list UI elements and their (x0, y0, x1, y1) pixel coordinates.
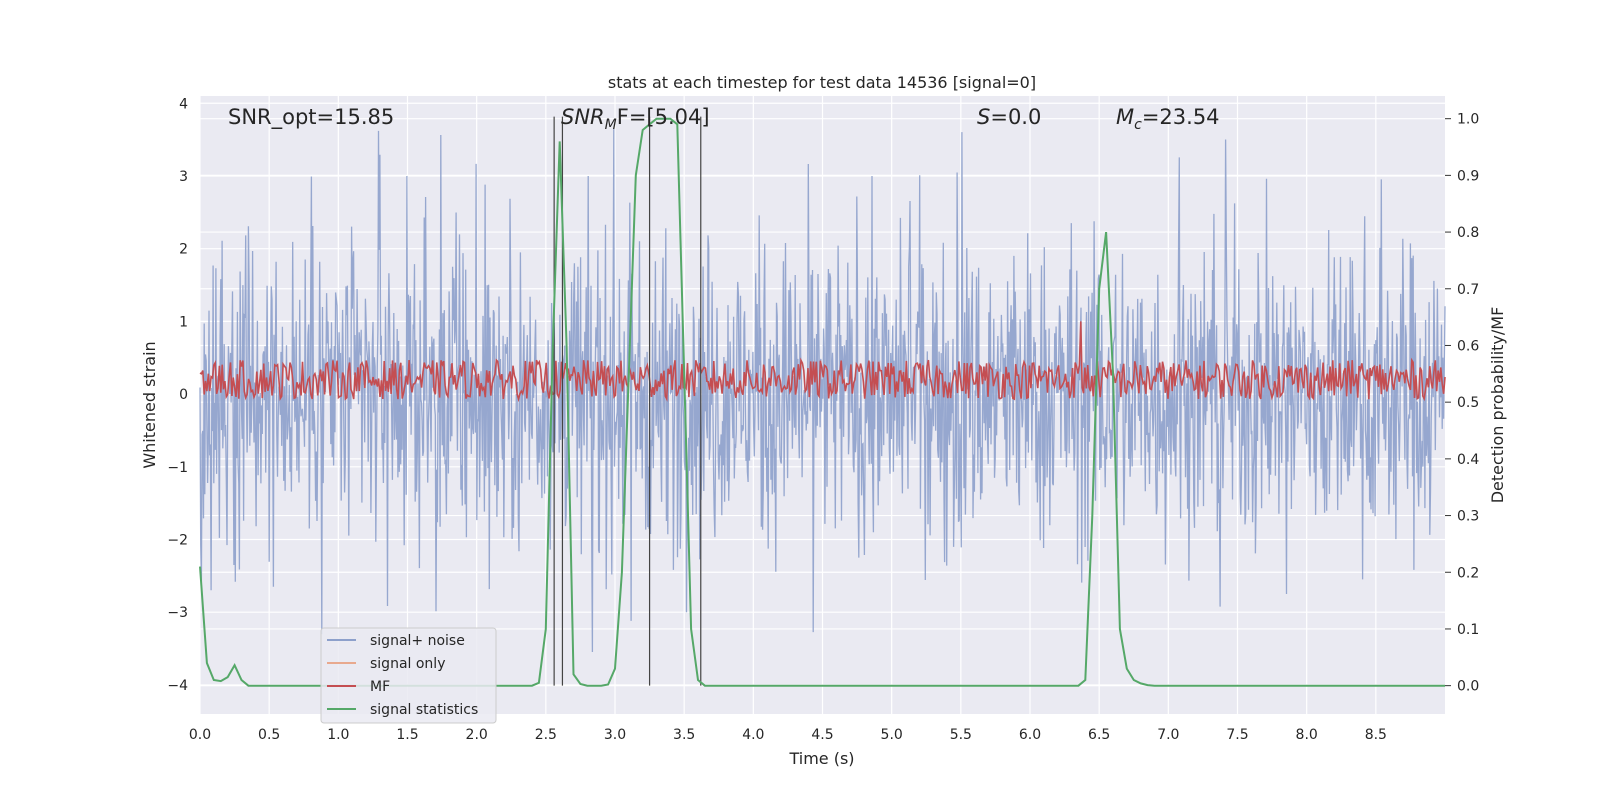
y-tick-label: −1 (167, 460, 188, 476)
legend-label-mf: MF (370, 679, 390, 695)
y-tick-label: 4 (179, 96, 188, 112)
x-axis-label: Time (s) (788, 749, 854, 768)
x-tick-label: 5.5 (950, 727, 972, 743)
x-tick-label: 4.5 (811, 727, 833, 743)
y-tick-label: 1 (179, 314, 188, 330)
y2-tick-label: 0.4 (1457, 452, 1479, 468)
x-tick-label: 2.5 (535, 727, 557, 743)
axis-ticks: 0.0 0.5 1.0 1.5 2.0 2.5 3.0 3.5 4.0 4.5 5.0 5.5 6.0 6… (167, 96, 1479, 743)
x-tick-label: 4.0 (742, 727, 764, 743)
legend-box (320, 627, 497, 724)
x-tick-label: 0.5 (258, 727, 280, 743)
y-tick-label: 2 (179, 242, 188, 258)
x-tick-label: 5.0 (881, 727, 903, 743)
y2-tick-label: 0.1 (1457, 622, 1479, 638)
x-tick-label: 7.0 (1157, 727, 1179, 743)
chart-title: stats at each timestep for test data 145… (608, 73, 1036, 92)
signal-statistics-line (199, 117, 1445, 687)
y2-tick-label: 0.3 (1457, 509, 1479, 525)
x-tick-label: 6.0 (1019, 727, 1041, 743)
x-tick-label: 3.5 (673, 727, 695, 743)
x-tick-label: 2.0 (466, 727, 488, 743)
y2-tick-label: 1.0 (1457, 112, 1479, 128)
signal-noise-line (199, 128, 1446, 653)
y2-tick-label: 0.7 (1457, 282, 1479, 298)
y-tick-label: 0 (179, 387, 188, 403)
vertical-markers (553, 116, 702, 686)
y-tick-label: −4 (167, 678, 188, 694)
annotation-snr-mf: SNRMF=[5.04] (561, 105, 710, 133)
y2-tick-label: 0.2 (1457, 565, 1479, 581)
y-tick-label: 3 (179, 169, 188, 185)
y-axis-label: Whitened strain (140, 341, 159, 468)
signal-noise-series (199, 128, 1446, 653)
y2-axis-label: Detection probability/MF (1488, 307, 1507, 504)
legend-label-signal-noise: signal+ noise (370, 633, 465, 649)
x-tick-label: 7.5 (1226, 727, 1248, 743)
x-tick-label: 1.5 (396, 727, 418, 743)
legend-label-signal-statistics: signal statistics (370, 702, 478, 718)
legend: signal+ noise signal only MF signal stat… (320, 627, 497, 724)
legend-label-signal-only: signal only (370, 656, 445, 672)
signal-statistics-series (199, 117, 1445, 687)
annotation-mc: Mc=23.54 (1116, 105, 1220, 133)
x-tick-label: 6.5 (1088, 727, 1110, 743)
y2-tick-label: 0.9 (1457, 168, 1479, 184)
y-tick-label: −2 (167, 533, 188, 549)
annotation-snr-opt: SNR_opt=15.85 (228, 105, 394, 130)
x-tick-label: 8.5 (1365, 727, 1387, 743)
x-tick-label: 1.0 (327, 727, 349, 743)
y2-tick-label: 0.5 (1457, 395, 1479, 411)
y2-tick-label: 0.0 (1457, 679, 1479, 695)
grid (199, 96, 1445, 714)
mf-line (199, 321, 1446, 403)
y-tick-label: −3 (167, 605, 188, 621)
x-tick-label: 3.0 (604, 727, 626, 743)
x-tick-label: 0.0 (189, 727, 211, 743)
mf-series (199, 321, 1446, 403)
y2-tick-label: 0.6 (1457, 338, 1479, 354)
annotation-s: S=0.0 (977, 105, 1041, 129)
x-tick-label: 8.0 (1296, 727, 1318, 743)
y2-tick-label: 0.8 (1457, 225, 1479, 241)
